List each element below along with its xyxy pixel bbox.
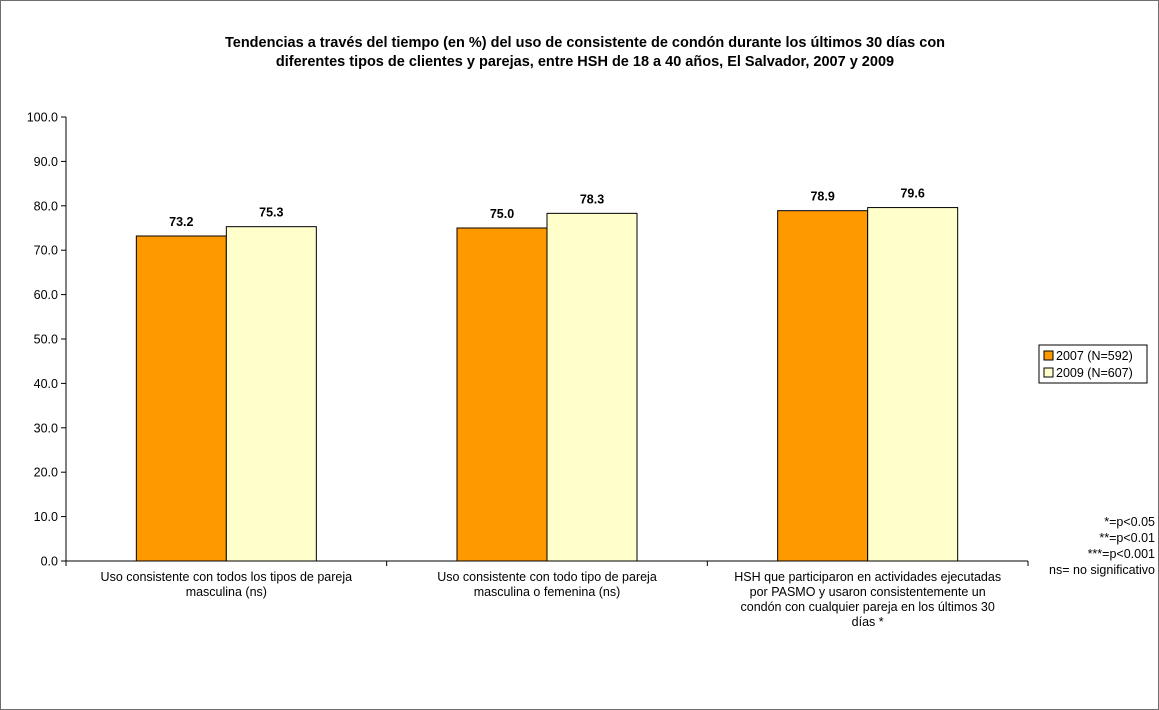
bar-series0-cat1 <box>456 227 548 562</box>
data-label: 75.3 <box>259 206 283 220</box>
data-label: 75.0 <box>490 207 514 221</box>
chart-title-line: Tendencias a través del tiempo (en %) de… <box>225 35 945 51</box>
significance-note: ns= no significativo <box>1049 563 1155 577</box>
category-label: masculina (ns) <box>186 585 267 599</box>
y-tick-label: 60.0 <box>34 288 58 302</box>
legend-label: 2007 (N=592) <box>1056 349 1133 363</box>
y-tick-label: 20.0 <box>34 466 58 480</box>
legend-swatch-1 <box>1043 367 1054 378</box>
significance-note: ***=p<0.001 <box>1088 547 1155 561</box>
y-tick-label: 80.0 <box>34 199 58 213</box>
y-tick-label: 50.0 <box>34 333 58 347</box>
category-label: por PASMO y usaron consistentemente un <box>750 585 986 599</box>
category-label: Uso consistente con todo tipo de pareja <box>437 570 657 584</box>
y-tick-label: 90.0 <box>34 155 58 169</box>
category-label: HSH que participaron en actividades ejec… <box>734 570 1001 584</box>
y-tick-label: 0.0 <box>41 555 58 569</box>
category-label: condón con cualquier pareja en los últim… <box>741 600 995 614</box>
legend-box <box>1038 344 1148 384</box>
category-label: Uso consistente con todos los tipos de p… <box>101 570 353 584</box>
data-label: 78.9 <box>810 190 834 204</box>
legend-swatch-0 <box>1043 350 1054 361</box>
y-tick-label: 40.0 <box>34 377 58 391</box>
bar-series0-cat0 <box>135 235 227 562</box>
bar-series0-cat2 <box>777 210 869 562</box>
y-tick-label: 70.0 <box>34 244 58 258</box>
bar-series1-cat2 <box>867 207 959 562</box>
data-label: 78.3 <box>580 192 604 206</box>
significance-note: *=p<0.05 <box>1104 515 1155 529</box>
category-label: masculina o femenina (ns) <box>474 585 621 599</box>
y-tick-label: 10.0 <box>34 510 58 524</box>
data-label: 79.6 <box>900 187 924 201</box>
y-tick-label: 30.0 <box>34 421 58 435</box>
bar-series1-cat1 <box>546 212 638 562</box>
bar-series1-cat0 <box>225 226 317 562</box>
legend-label: 2009 (N=607) <box>1056 366 1133 380</box>
chart-title-line: diferentes tipos de clientes y parejas, … <box>276 54 894 70</box>
category-label: días * <box>852 615 884 629</box>
data-label: 73.2 <box>169 215 193 229</box>
significance-note: **=p<0.01 <box>1099 531 1155 545</box>
y-tick-label: 100.0 <box>27 111 58 125</box>
